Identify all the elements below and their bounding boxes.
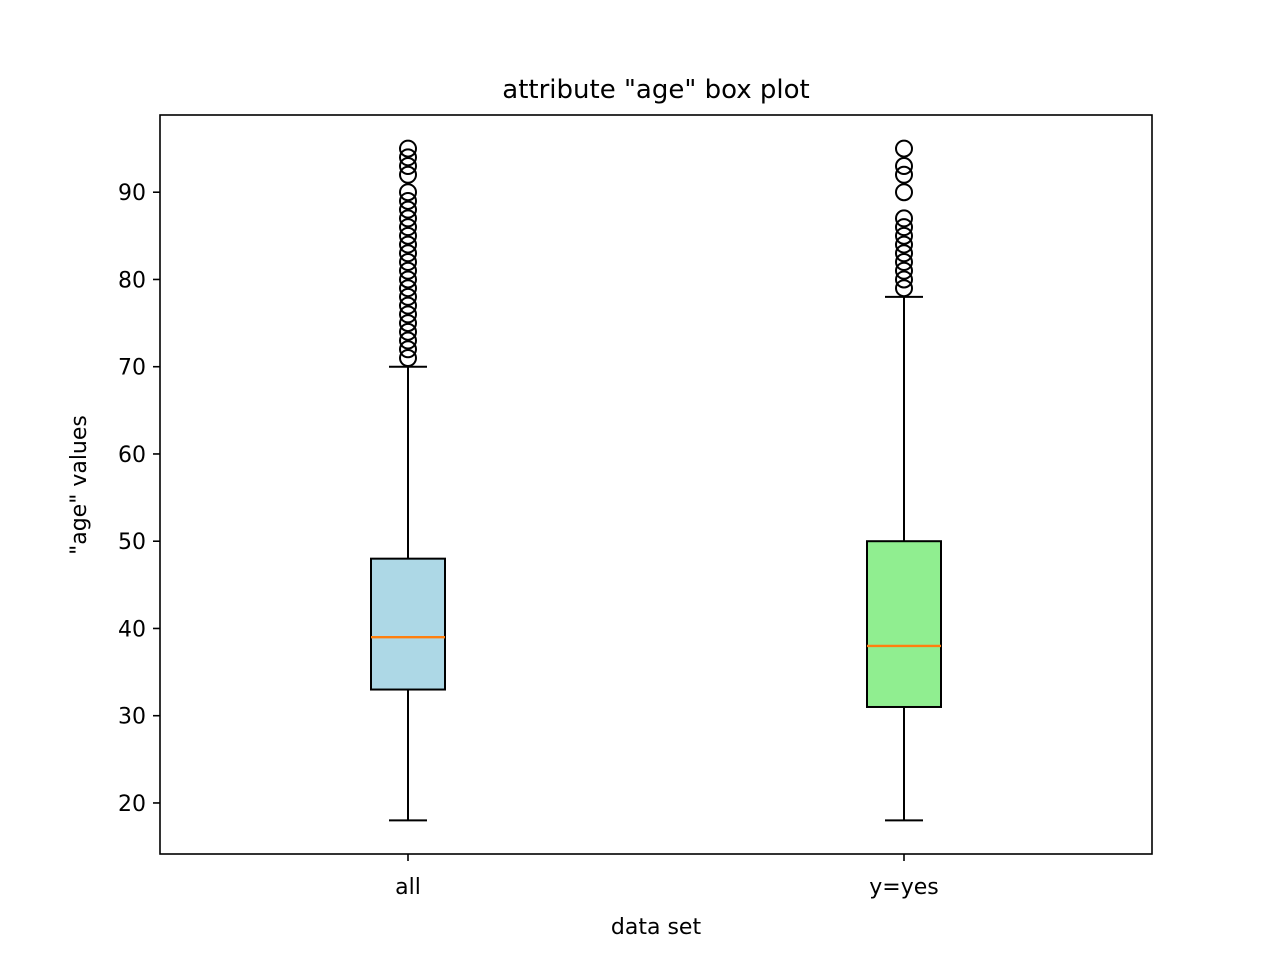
outlier-point (399, 183, 417, 202)
outlier-point (399, 218, 417, 237)
outlier-point (399, 261, 417, 280)
y-tick-label: 50 (118, 530, 146, 555)
plot-area (160, 115, 1152, 854)
outlier-point (399, 165, 417, 184)
outlier-point (399, 322, 417, 341)
outlier-point (399, 148, 417, 167)
outlier-point (399, 331, 417, 350)
y-tick-label: 70 (118, 356, 146, 381)
outlier-point (895, 165, 913, 184)
y-axis-label: "age" values (67, 415, 92, 555)
outlier-point (399, 235, 417, 254)
outlier-point (399, 270, 417, 289)
outlier-point (399, 287, 417, 306)
outlier-point (399, 305, 417, 324)
outlier-point (895, 209, 913, 228)
outlier-point (399, 200, 417, 219)
outlier-point (399, 139, 417, 158)
outlier-point (895, 183, 913, 202)
box-iqr (370, 557, 446, 691)
ticks-layer: 20 30 40 50 60 70 80 90 all y=yes (118, 181, 939, 900)
outlier-point (895, 218, 913, 237)
outlier-point (399, 191, 417, 210)
x-axis-label: data set (611, 915, 702, 940)
outlier-point (399, 253, 417, 272)
outlier-point (895, 279, 913, 298)
outlier-point (895, 157, 913, 176)
y-tick-label: 20 (118, 792, 146, 817)
box-iqr (866, 540, 942, 708)
box-group-all (370, 139, 446, 822)
y-tick-label: 60 (118, 443, 146, 468)
outlier-point (399, 226, 417, 245)
outlier-point (895, 270, 913, 289)
outlier-point (895, 226, 913, 245)
outlier-point (399, 157, 417, 176)
outlier-point (399, 340, 417, 359)
outlier-point (895, 139, 913, 158)
y-tick-label: 30 (118, 705, 146, 730)
box-group-y-yes (866, 139, 942, 822)
outlier-point (399, 209, 417, 228)
y-tick-label: 40 (118, 617, 146, 642)
x-tick-label: all (395, 875, 421, 900)
outlier-point (399, 244, 417, 263)
x-tick-label: y=yes (869, 875, 938, 900)
outlier-point (399, 314, 417, 333)
outlier-point (895, 253, 913, 272)
outlier-point (895, 235, 913, 254)
outlier-point (399, 296, 417, 315)
y-tick-label: 80 (118, 268, 146, 293)
boxes-layer (370, 139, 942, 822)
axes-frame (159, 114, 1153, 855)
outlier-point (399, 279, 417, 298)
outlier-point (895, 244, 913, 263)
outlier-point (399, 348, 417, 367)
y-tick-label: 90 (118, 181, 146, 206)
chart-title: attribute "age" box plot (502, 75, 809, 105)
outlier-point (895, 261, 913, 280)
